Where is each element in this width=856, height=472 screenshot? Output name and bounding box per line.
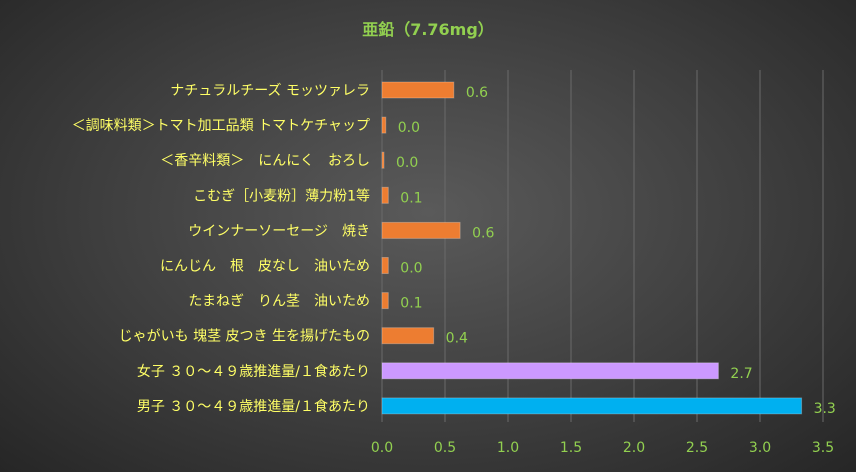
bar <box>381 186 389 204</box>
bar <box>381 81 455 99</box>
chart-title: 亜鉛（7.76mg） <box>362 20 494 39</box>
bar <box>381 397 803 415</box>
bars <box>381 81 803 415</box>
x-tick-label: 3.5 <box>812 440 834 456</box>
value-label: 0.0 <box>396 155 418 171</box>
x-tick-label: 1.0 <box>497 440 519 456</box>
bar <box>381 116 387 134</box>
bar <box>381 221 461 239</box>
x-axis-ticks: 0.0 0.5 1.0 1.5 2.0 2.5 3.0 3.5 <box>371 440 834 456</box>
value-label: 2.7 <box>730 366 752 382</box>
category-label: ナチュラルチーズ モッツァレラ <box>170 83 370 99</box>
category-label: にんじん 根 皮なし 油いため <box>160 259 370 275</box>
x-tick-label: 1.5 <box>560 440 582 456</box>
value-label: 0.6 <box>472 225 494 241</box>
category-label: じゃがいも 塊茎 皮つき 生を揚げたもの <box>119 328 370 345</box>
category-label: 男子 ３０～４９歳推進量/１食あたり <box>137 398 370 415</box>
value-label: 0.6 <box>466 85 488 101</box>
x-tick-label: 3.0 <box>749 440 771 456</box>
x-tick-label: 0.5 <box>434 440 456 456</box>
value-label: 0.1 <box>400 296 422 312</box>
category-label: ＜香辛料類＞ にんにく おろし <box>160 153 370 169</box>
category-label: ウインナーソーセージ 焼き <box>188 223 370 239</box>
value-label: 0.4 <box>446 331 468 347</box>
category-label: 女子 ３０～４９歳推進量/１食あたり <box>137 363 370 380</box>
labels: ナチュラルチーズ モッツァレラ 0.6 ＜調味料類＞トマト加工品類 トマトケチャップ… <box>72 83 836 417</box>
value-label: 0.0 <box>398 120 420 136</box>
grid <box>381 70 824 422</box>
category-label: ＜調味料類＞トマト加工品類 トマトケチャップ <box>72 118 370 134</box>
x-tick-label: 2.0 <box>623 440 645 456</box>
bar <box>381 362 719 380</box>
category-label: こむぎ［小麦粉］薄力粉1等 <box>193 187 370 204</box>
x-tick-label: 0.0 <box>371 440 393 456</box>
x-tick-label: 2.5 <box>686 440 708 456</box>
value-label: 0.1 <box>400 190 422 206</box>
category-label: たまねぎ りん茎 油いため <box>188 294 370 310</box>
value-label: 3.3 <box>814 401 836 417</box>
value-label: 0.0 <box>400 261 422 277</box>
bar <box>381 327 435 345</box>
bar <box>381 151 385 169</box>
bar <box>381 257 389 274</box>
bar <box>381 292 389 310</box>
